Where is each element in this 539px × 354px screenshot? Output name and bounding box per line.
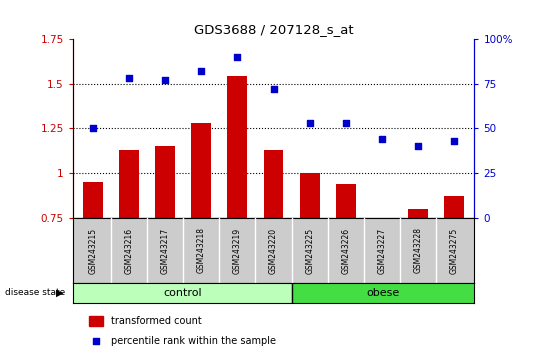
Point xyxy=(414,143,423,149)
Point xyxy=(92,338,100,344)
Text: GSM243225: GSM243225 xyxy=(305,227,314,274)
Text: disease state: disease state xyxy=(5,289,66,297)
Bar xyxy=(409,209,428,218)
Text: GSM243220: GSM243220 xyxy=(269,227,278,274)
Bar xyxy=(336,184,356,218)
Point xyxy=(378,136,386,142)
Text: GSM243275: GSM243275 xyxy=(450,227,459,274)
Point xyxy=(342,120,350,126)
Text: GSM243216: GSM243216 xyxy=(125,227,133,274)
Text: GSM243217: GSM243217 xyxy=(161,227,169,274)
Text: GSM243218: GSM243218 xyxy=(197,228,206,273)
Text: ▶: ▶ xyxy=(56,288,63,298)
Text: GSM243219: GSM243219 xyxy=(233,227,242,274)
Text: GSM243215: GSM243215 xyxy=(88,227,97,274)
Title: GDS3688 / 207128_s_at: GDS3688 / 207128_s_at xyxy=(194,23,354,36)
Bar xyxy=(300,173,320,218)
Text: GSM243226: GSM243226 xyxy=(341,227,350,274)
Text: obese: obese xyxy=(367,288,399,298)
Bar xyxy=(264,150,284,218)
Bar xyxy=(191,123,211,218)
Text: transformed count: transformed count xyxy=(112,316,202,326)
Point xyxy=(269,86,278,92)
Bar xyxy=(445,196,465,218)
Text: GSM243228: GSM243228 xyxy=(414,228,423,273)
Point xyxy=(233,54,241,60)
Bar xyxy=(155,146,175,218)
Bar xyxy=(82,182,102,218)
Text: control: control xyxy=(163,288,202,298)
Bar xyxy=(89,316,103,326)
Bar xyxy=(119,150,139,218)
Text: percentile rank within the sample: percentile rank within the sample xyxy=(112,336,277,346)
Bar xyxy=(227,76,247,218)
Point xyxy=(88,126,97,131)
Point xyxy=(161,77,169,83)
Point xyxy=(306,120,314,126)
Point xyxy=(197,68,205,74)
Point xyxy=(125,75,133,81)
Text: GSM243227: GSM243227 xyxy=(378,227,386,274)
Point xyxy=(450,138,459,144)
